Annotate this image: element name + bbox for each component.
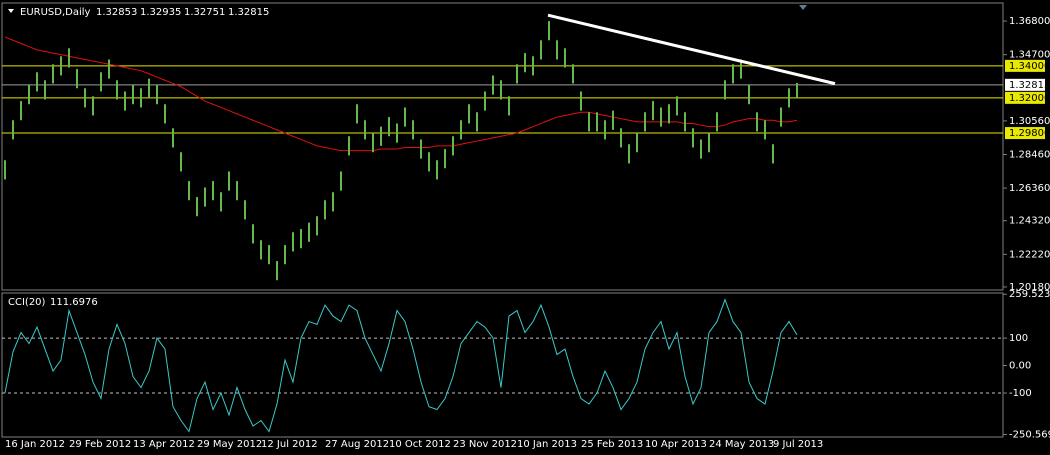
header-value: 1.32935 [140, 7, 181, 18]
y-tick-label: -250.569 [1009, 429, 1050, 440]
y-tick-label: 1.34700 [1009, 50, 1050, 61]
trendline [547, 13, 836, 86]
y-tick-label: 0.00 [1009, 361, 1031, 372]
indicator-frame [1, 292, 1004, 438]
indicator-value: 111.6976 [50, 297, 98, 308]
y-tick-label: 1.36800 [1009, 16, 1050, 27]
x-tick-label: 23 Nov 2012 [453, 439, 517, 450]
menu-arrow[interactable] [8, 9, 14, 13]
y-tick-label: 1.30560 [1009, 116, 1050, 127]
y-tick-label: -100 [1009, 388, 1032, 399]
y-tick-label: 1.24320 [1009, 216, 1050, 227]
y-tick-label: 259.5237 [1009, 289, 1050, 300]
indicator-title: CCI(20) [8, 297, 46, 308]
header-value: 1.32815 [228, 7, 269, 18]
x-tick-label: 13 Apr 2012 [133, 439, 195, 450]
current-price-label: 1.32815 [1009, 80, 1050, 91]
x-tick-label: 10 Apr 2013 [645, 439, 707, 450]
shift-marker[interactable] [799, 5, 807, 10]
level-label-box [1005, 127, 1045, 140]
main-frame [1, 2, 1004, 291]
level-label: 1.34000 [1009, 61, 1050, 72]
y-tick-label: 1.22220 [1009, 249, 1050, 260]
x-tick-label: 9 Jul 2013 [773, 439, 823, 450]
x-tick-label: 10 Jan 2013 [517, 439, 577, 450]
x-tick-label: 16 Jan 2012 [5, 439, 65, 450]
level-label: 1.29800 [1009, 128, 1050, 139]
level-label-box [1005, 91, 1045, 104]
header-value: 1.32853 [96, 7, 137, 18]
symbol-title: EURUSD,Daily [20, 7, 91, 18]
y-tick-label: 1.28460 [1009, 149, 1050, 160]
level-label-box [1005, 59, 1045, 72]
level-label: 1.32000 [1009, 93, 1050, 104]
current-price-box [1005, 78, 1045, 91]
x-tick-label: 25 Feb 2013 [581, 439, 643, 450]
y-tick-label: 1.20180 [1009, 282, 1050, 293]
indicator-line [4, 298, 798, 433]
header-value: 1.32751 [184, 7, 225, 18]
x-tick-label: 12 Jul 2012 [261, 439, 318, 450]
x-tick-label: 10 Oct 2012 [389, 439, 451, 450]
moving-average [4, 36, 798, 152]
x-tick-label: 29 Feb 2012 [69, 439, 131, 450]
y-tick-label: 1.26360 [1009, 183, 1050, 194]
x-tick-label: 27 Aug 2012 [325, 439, 389, 450]
x-tick-label: 24 May 2013 [709, 439, 774, 450]
x-tick-label: 29 May 2012 [197, 439, 262, 450]
y-tick-label: 100 [1009, 333, 1028, 344]
